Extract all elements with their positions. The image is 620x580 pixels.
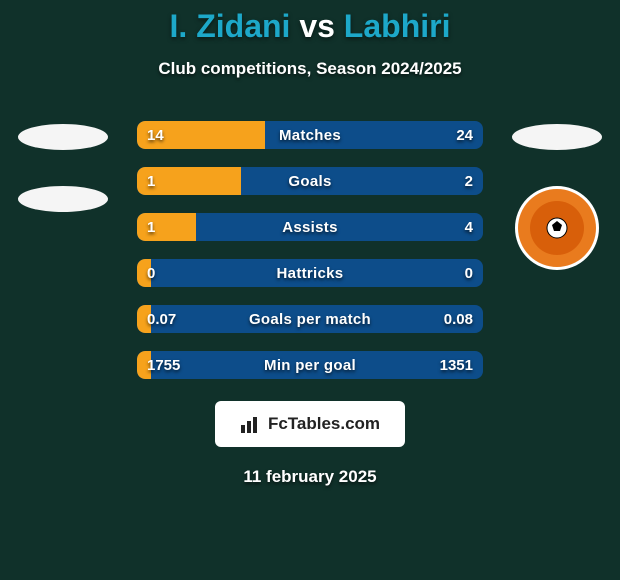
player-left-photo-placeholder: [18, 124, 108, 150]
stat-label: Min per goal: [137, 351, 483, 379]
soccer-ball-icon: [542, 213, 572, 243]
title-player-left: I. Zidani: [170, 8, 291, 44]
right-logos: [512, 124, 602, 270]
stat-label: Goals per match: [137, 305, 483, 333]
left-logos: [18, 124, 108, 212]
stat-bar: 12Goals: [137, 167, 483, 195]
stat-bars: 1424Matches 12Goals 14Assists 00Hattricks 0.…: [137, 121, 483, 379]
stat-bar: 14Assists: [137, 213, 483, 241]
brand-label: FcTables.com: [268, 414, 380, 434]
title-vs: vs: [290, 8, 343, 44]
player-right-photo-placeholder: [512, 124, 602, 150]
club-right-badge: [515, 186, 599, 270]
stat-label: Matches: [137, 121, 483, 149]
page-title: I. Zidani vs Labhiri: [170, 8, 451, 45]
stat-label: Assists: [137, 213, 483, 241]
stat-bar: 1424Matches: [137, 121, 483, 149]
footer-date: 11 february 2025: [243, 467, 376, 487]
club-left-logo-placeholder: [18, 186, 108, 212]
content: I. Zidani vs Labhiri Club competitions, …: [0, 0, 620, 580]
title-player-right: Labhiri: [344, 8, 451, 44]
subtitle: Club competitions, Season 2024/2025: [158, 59, 461, 79]
stat-bar: 0.070.08Goals per match: [137, 305, 483, 333]
bar-chart-icon: [240, 415, 262, 433]
stat-bar: 00Hattricks: [137, 259, 483, 287]
club-right-badge-inner: [530, 201, 584, 255]
brand-badge[interactable]: FcTables.com: [215, 401, 405, 447]
stat-bar: 17551351Min per goal: [137, 351, 483, 379]
stat-label: Hattricks: [137, 259, 483, 287]
stat-label: Goals: [137, 167, 483, 195]
